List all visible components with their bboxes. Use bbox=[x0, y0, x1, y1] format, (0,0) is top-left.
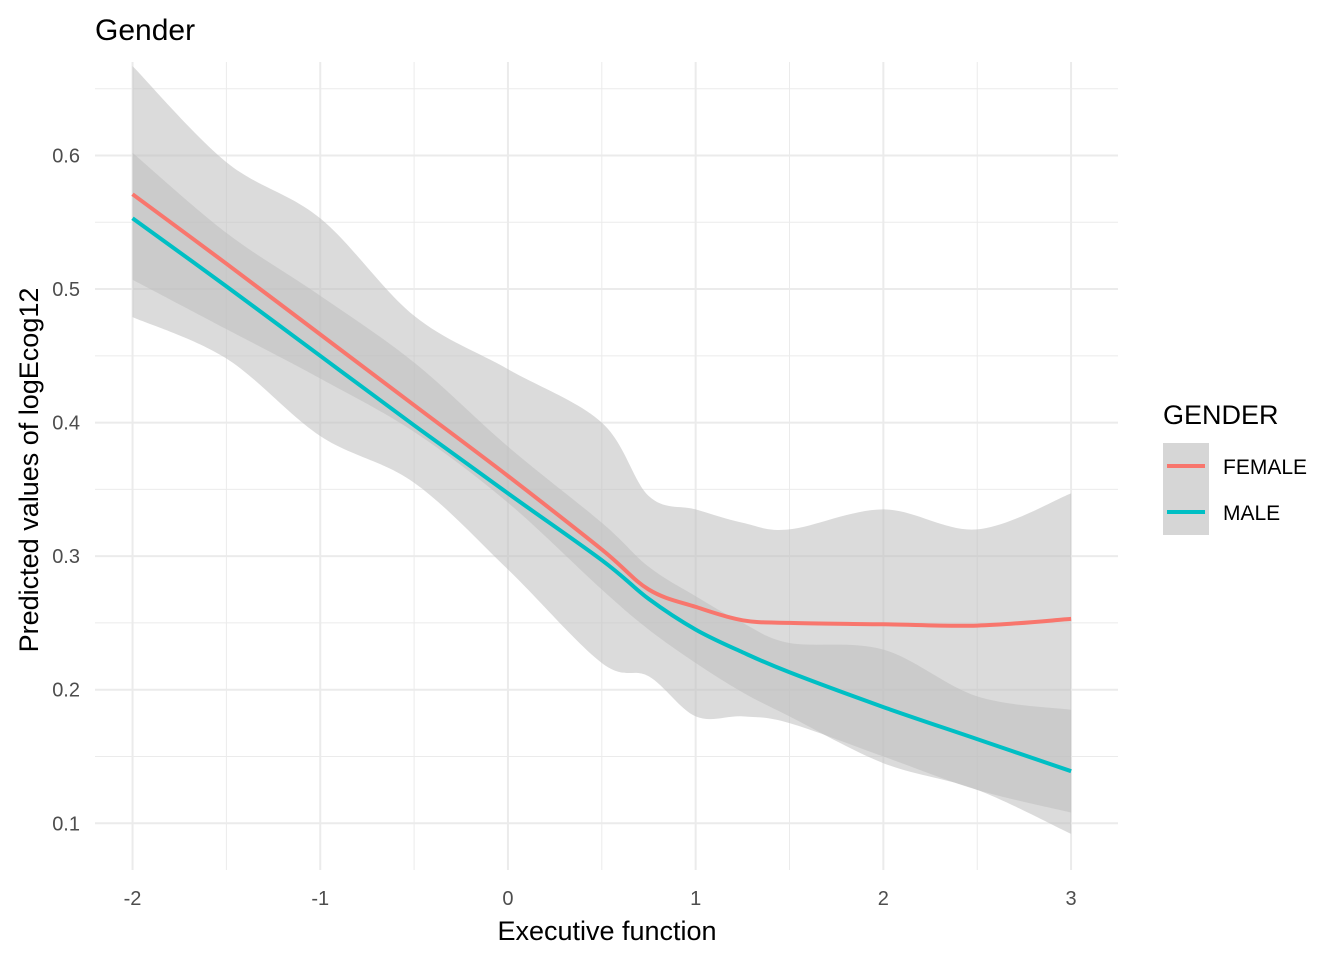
y-tick-label: 0.2 bbox=[52, 680, 80, 702]
x-tick-label: 1 bbox=[690, 888, 701, 910]
legend-label-female: FEMALE bbox=[1223, 456, 1307, 479]
y-tick-label: 0.5 bbox=[52, 279, 80, 301]
legend-label-male: MALE bbox=[1223, 502, 1280, 525]
series-line-female bbox=[131, 192, 1072, 628]
chart-title: Gender bbox=[95, 14, 195, 47]
y-axis-ticks: 0.1 0.2 0.3 0.4 0.5 0.6 bbox=[52, 145, 80, 835]
y-tick-label: 0.3 bbox=[52, 546, 80, 568]
legend: GENDER FEMALE MALE bbox=[1163, 400, 1307, 535]
plot-area bbox=[95, 62, 1118, 870]
y-tick-label: 0.6 bbox=[52, 145, 80, 167]
y-axis-label: Predicted values of logEcog12 bbox=[14, 288, 44, 653]
y-tick-label: 0.1 bbox=[52, 813, 80, 835]
x-tick-label: 3 bbox=[1066, 888, 1077, 910]
x-tick-label: -1 bbox=[311, 888, 329, 910]
x-axis-ticks: -2 -1 0 1 2 3 bbox=[124, 888, 1077, 910]
x-tick-label: 2 bbox=[878, 888, 889, 910]
ci-ribbon-female bbox=[132, 66, 1072, 834]
x-tick-label: 0 bbox=[502, 888, 513, 910]
x-tick-label: -2 bbox=[124, 888, 142, 910]
legend-title: GENDER bbox=[1163, 400, 1279, 430]
y-tick-label: 0.4 bbox=[52, 413, 80, 435]
x-axis-label: Executive function bbox=[497, 916, 716, 946]
ci-ribbon-male bbox=[132, 152, 1072, 813]
series-line-male bbox=[131, 216, 1072, 774]
